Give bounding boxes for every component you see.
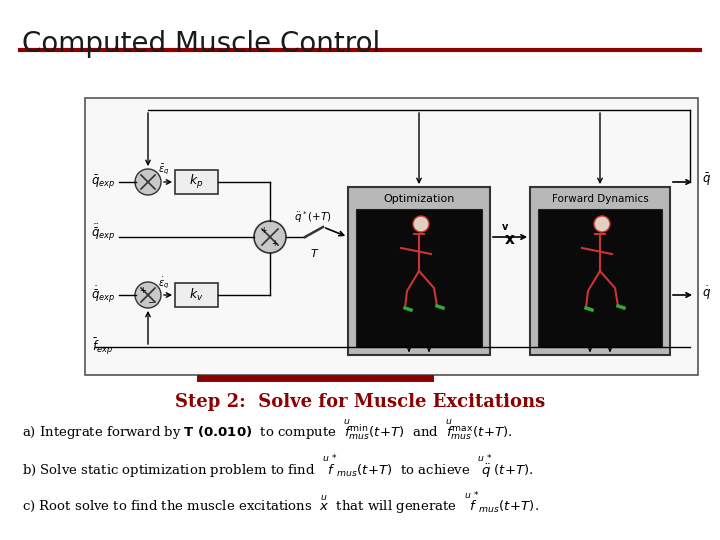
Bar <box>538 209 662 347</box>
Bar <box>175 170 218 194</box>
Text: $-$: $-$ <box>147 296 155 306</box>
Text: $+$: $+$ <box>139 285 147 295</box>
Text: $\bar{q}_{exp}$: $\bar{q}_{exp}$ <box>91 173 115 191</box>
Bar <box>356 209 482 347</box>
Text: $\bar{f}_{exp}$: $\bar{f}_{exp}$ <box>92 337 114 357</box>
Text: $\dot{\bar{q}}_{exp}$: $\dot{\bar{q}}_{exp}$ <box>91 285 115 306</box>
Circle shape <box>135 282 161 308</box>
Bar <box>348 187 490 355</box>
Text: b) Solve static optimization problem to find  $\overset{u\,*}{f}_{\!mus}(t\!+\!T: b) Solve static optimization problem to … <box>22 452 534 480</box>
Circle shape <box>594 216 610 232</box>
Text: $k_p$: $k_p$ <box>189 173 204 191</box>
Text: $\mathbf{v}$: $\mathbf{v}$ <box>501 222 509 232</box>
Text: Forward Dynamics: Forward Dynamics <box>552 194 649 204</box>
Circle shape <box>135 169 161 195</box>
Text: $k_v$: $k_v$ <box>189 287 204 303</box>
Bar <box>530 187 670 355</box>
Text: $\bar{\varepsilon}_q$: $\bar{\varepsilon}_q$ <box>158 163 170 177</box>
Text: $\bar{q}$: $\bar{q}$ <box>702 172 711 188</box>
Circle shape <box>413 216 429 232</box>
Text: Step 2:  Solve for Muscle Excitations: Step 2: Solve for Muscle Excitations <box>175 393 545 411</box>
Bar <box>85 98 698 375</box>
Text: Computed Muscle Control: Computed Muscle Control <box>22 30 380 58</box>
Text: $\dot{q}$: $\dot{q}$ <box>702 284 711 302</box>
Text: c) Root solve to find the muscle excitations  $\overset{u}{x}$  that will genera: c) Root solve to find the muscle excitat… <box>22 490 539 517</box>
Text: $+$: $+$ <box>260 225 268 235</box>
Text: $+$: $+$ <box>271 238 279 248</box>
Circle shape <box>254 221 286 253</box>
Text: $T$: $T$ <box>310 247 320 259</box>
Text: Optimization: Optimization <box>383 194 455 204</box>
Text: $\mathbf{x}$: $\mathbf{x}$ <box>504 233 516 247</box>
Text: $\ddot{q}^*(+T)$: $\ddot{q}^*(+T)$ <box>294 209 332 225</box>
Bar <box>175 283 218 307</box>
Text: $\dot{\varepsilon}_q$: $\dot{\varepsilon}_q$ <box>158 275 170 291</box>
Text: $\ddot{\bar{q}}_{exp}$: $\ddot{\bar{q}}_{exp}$ <box>91 222 115 244</box>
Text: a) Integrate forward by $\mathit{\mathbf{T\ (0.010)}}$  to compute  $\overset{u}: a) Integrate forward by $\mathit{\mathbf… <box>22 418 513 443</box>
